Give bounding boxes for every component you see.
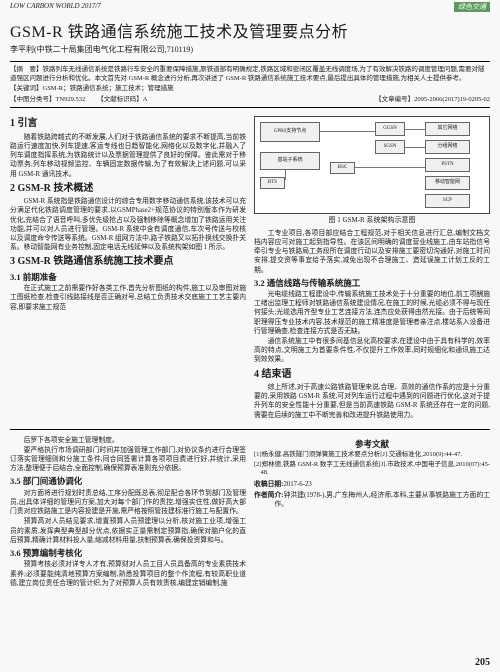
author-bio-label: 作者简介: [254, 492, 284, 499]
section-31-para: 在正式施工之前需要作好各类工作,首先分析图纸的构件,施工以及审图对施工图纸检查,… [10, 284, 246, 312]
fig-edge [405, 147, 425, 148]
received-date: 收稿日期:2017-6-23 [254, 480, 490, 489]
right-para-1: 工专业项目,各项目部应结合工程规范,对于相关信息进行汇总,编制文档文档内容应可对… [254, 229, 490, 275]
fig-node: BSC [330, 162, 355, 174]
section-32-heading: 3.2 通信线路与传输系统施工 [254, 278, 490, 289]
classno-label: 【中图分类号】 [10, 96, 56, 103]
fig-node: BTS [260, 177, 285, 189]
author-affiliation: 李平利(中铁二十局集团电气化工程有限公司,710119) [0, 44, 500, 59]
page-header: LOW CARBON WORLD 2017/7 绿色交通 [0, 0, 500, 14]
fig-node: PSTN [425, 158, 470, 172]
lower-right-column: 参考文献 [1]杨永健.高铁隧门须弹簧施工技术要点分析[J].交通标准化,201… [254, 436, 490, 589]
author-bio-text: 钟洪建(1978-),男,广东梅州人,经济师,本科,主要从事铁路施工方面的工作。 [274, 492, 490, 508]
fig-node: 分组网络 [425, 140, 470, 154]
horizontal-divider [10, 429, 490, 430]
fig-edge [355, 167, 425, 168]
right-para-4: 综上所述,对于高速公路铁路管理来说,合理、高效的通信作系的应是十分重要的,采用铁… [254, 383, 490, 420]
fig-edge [320, 131, 375, 132]
right-para-3: 通信系统施工中有很多间基信息化高校要求,在建设中由于具有科学的,效率高的特点,文… [254, 337, 490, 365]
section-2-heading: 2 GSM-R 技术概述 [10, 182, 246, 196]
page-number: 205 [475, 657, 490, 668]
right-column: GPRS支持节点 GGSN SGSN 基站子系统 BSC BTS 其它网络 分组… [254, 114, 490, 420]
section-3-heading: 3 GSM-R 铁路通信系统施工技术要点 [10, 255, 246, 269]
received-value: 2017-6-23 [283, 481, 311, 488]
fig-node: SCP [425, 194, 470, 208]
fig-edge [405, 129, 425, 130]
doccode-label: 【文献标识码】 [97, 96, 143, 103]
reference-item: [1]杨永健.高铁隧门须弹簧施工技术要点分析[J].交通标准化,2010(9):… [254, 451, 490, 459]
references-block: 参考文献 [1]杨永健.高铁隧门须弹簧施工技术要点分析[J].交通标准化,201… [254, 439, 490, 478]
abstract-text: 铁路列车无线通信系统是铁路行车安全的重要保障措施,原铁道部有明确规定,铁路区域和… [10, 66, 485, 82]
fig-node: GPRS支持节点 [260, 122, 320, 142]
lower-left-column: 后罗下各项安全施工管理制度。 要严格执行市场调研部门时间并加强管理工作部门,对协… [10, 436, 246, 589]
section-36-heading: 3.6 预算编制考核化 [10, 548, 246, 559]
header-left: LOW CARBON WORLD 2017/7 [10, 2, 101, 12]
lower-para-3: 对方面将进行规划时责总结,工序分配既总表,彻足配合各环节到部门及管理员,出具体详… [10, 489, 246, 517]
fig-node: 移动智能网 [425, 176, 470, 190]
body-columns: 1 引言 随着铁路跨越式的不断发展,人们对于铁路通信系统的要求不断提高,当前铁路… [0, 110, 500, 424]
keywords-label: 【关键词】 [10, 85, 43, 92]
classno: TN929.532 [56, 96, 86, 103]
section-2-para: GSM-R 系统指是铁路通信设计的综合专用数字移动通信系统,该技术可以充分满足代… [10, 197, 246, 252]
abstract-box: 【摘 要】铁路列车无线通信系统是铁路行车安全的重要保障措施,原铁道部有明确规定,… [10, 61, 490, 108]
fig-node: 其它网络 [425, 122, 470, 136]
reference-item: [2]郑林德,铁路 GSM-R 数字工无线通信系统[J].市政技术,中国电子信息… [254, 461, 490, 478]
doccode: A [143, 96, 148, 103]
lower-para-2: 要严格执行市场调研部门时间并加强管理工作部门,对协议条约进行合理签订落实管理细则… [10, 446, 246, 474]
article-title: GSM-R 铁路通信系统施工技术及管理要点分析 [0, 14, 500, 44]
right-para-2: 光电缆线路工程建设中,传输系统施工技术处于十分重要的地位,前工项酬施工绪出监理工… [254, 290, 490, 336]
articleno: 2095-2066(2017)19-0205-02 [414, 96, 490, 103]
fig-edge [285, 170, 286, 180]
left-column: 1 引言 随着铁路跨越式的不断发展,人们对于铁路通信系统的要求不断提高,当前铁路… [10, 114, 246, 420]
lower-para-5: 预算考核必须对详专人才有,预算财对人员工目人员具备高的专业素质技术素养;必须要能… [10, 560, 246, 588]
fig-node: SGSN [375, 140, 405, 154]
lower-columns: 后罗下各项安全施工管理制度。 要严格执行市场调研部门时间并加强管理工作部门,对协… [0, 432, 500, 593]
articleno-label: 【文章编号】 [375, 96, 414, 103]
fig-node: GGSN [375, 122, 405, 136]
lower-para-1: 后罗下各项安全施工管理制度。 [10, 436, 246, 445]
keywords-text: GSM-R；铁路通信系统；施工技术；管理措施 [43, 85, 174, 92]
figure-1: GPRS支持节点 GGSN SGSN 基站子系统 BSC BTS 其它网络 分组… [254, 116, 490, 214]
section-35-heading: 3.5 部门间通协调化 [10, 476, 246, 487]
section-31-heading: 3.1 前期准备 [10, 272, 246, 283]
figure-1-caption: 图 1 GSM-R 系统架构示意图 [254, 216, 490, 225]
section-4-heading: 4 结束语 [254, 368, 490, 382]
section-1-heading: 1 引言 [10, 117, 246, 131]
header-right-badge: 绿色交通 [454, 2, 490, 12]
author-bio: 作者简介:钟洪建(1978-),男,广东梅州人,经济师,本科,主要从事铁路施工方… [254, 491, 490, 509]
abstract-label: 【摘 要】 [10, 66, 43, 73]
fig-node: 基站子系统 [260, 152, 320, 170]
references-heading: 参考文献 [254, 439, 490, 450]
lower-para-4: 预算高对人员结见要求,增置预算人员预建理以分析,核对施工业项,增强工员的素质,发… [10, 517, 246, 545]
received-label: 收稿日期: [254, 481, 283, 488]
section-1-para: 随着铁路跨越式的不断发展,人们对于铁路通信系统的要求不断提高,当前铁路运行速度加… [10, 133, 246, 179]
